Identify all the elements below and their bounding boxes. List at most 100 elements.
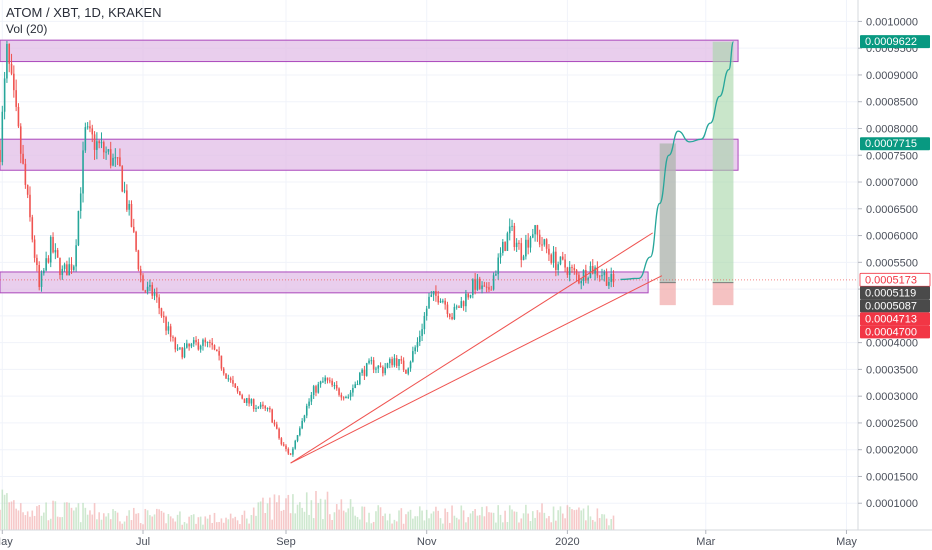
volume-bar [388, 513, 391, 530]
volume-bar [209, 514, 211, 530]
candle-body [425, 308, 428, 316]
projection-line[interactable] [620, 41, 735, 281]
volume-bar [587, 505, 589, 530]
volume-bar [499, 514, 502, 530]
candle-body [395, 358, 398, 366]
chart-legend: ATOM / XBT, 1D, KRAKEN Vol (20) [6, 4, 162, 37]
price-badge [860, 137, 930, 151]
volume-bar [229, 513, 232, 530]
candle-body [347, 396, 350, 398]
candle-body [541, 244, 543, 246]
candle-body [292, 448, 294, 455]
candle-body [421, 329, 423, 336]
volume-bar [559, 506, 562, 530]
volume-bar [245, 518, 248, 530]
position-target-2[interactable] [712, 41, 734, 283]
price-tick-label: 0.0002500 [866, 418, 918, 430]
symbol-label[interactable]: ATOM / XBT, 1D, KRAKEN [6, 5, 162, 20]
candle-body [128, 203, 130, 210]
volume-bar [315, 490, 317, 530]
zone-rect-3[interactable] [0, 271, 649, 294]
time-tick-label: Sep [276, 536, 296, 548]
volume-bar [190, 515, 193, 530]
volume-bar [335, 504, 338, 530]
volume-bar [589, 516, 592, 530]
volume-bar [15, 508, 17, 530]
volume-bar [601, 514, 603, 530]
trendlines[interactable] [0, 232, 858, 464]
price-tick-label: 0.0004000 [866, 338, 918, 350]
trendline-2[interactable] [290, 275, 663, 464]
candle-body [174, 337, 177, 350]
volume-bar [139, 523, 142, 530]
volume-bar [326, 491, 329, 530]
volume-bar [105, 516, 107, 530]
volume-bar [36, 506, 38, 530]
volume-bar [107, 513, 110, 530]
volume-bar [278, 495, 280, 530]
candle-body [89, 126, 91, 129]
candle-body [453, 306, 456, 320]
projection-path[interactable] [620, 41, 735, 281]
candle-body [451, 316, 453, 320]
candle-body [462, 301, 465, 307]
price-tick-label: 0.0003000 [866, 391, 918, 403]
position-stop-2[interactable] [712, 282, 734, 306]
volume-bar [308, 514, 310, 530]
volume-bar [405, 514, 407, 530]
candle-body [100, 142, 103, 144]
volume-bar [91, 514, 94, 530]
volume-bar [610, 519, 613, 530]
candle-body [236, 387, 239, 392]
candle-body [502, 241, 504, 253]
candle-body [610, 274, 613, 282]
candle-body [543, 239, 546, 245]
position-stop-1[interactable] [659, 282, 676, 306]
position-tools[interactable] [659, 41, 734, 306]
volume-bar [442, 523, 444, 530]
volume-bar [206, 518, 209, 530]
candle-body [564, 259, 566, 268]
candle-body [538, 234, 541, 245]
zone-rect-2[interactable] [0, 138, 739, 171]
candle-body [213, 345, 216, 350]
candle-body [287, 448, 290, 454]
volume-bar [255, 515, 257, 530]
candle-body [566, 267, 569, 275]
volume-bar [172, 518, 174, 530]
candle-body [275, 424, 278, 429]
zones[interactable] [0, 39, 739, 294]
volume-bar [462, 510, 465, 530]
candle-body [379, 365, 382, 367]
volume-bar [467, 517, 470, 530]
trendline-1[interactable] [290, 232, 653, 464]
volume-bar [79, 522, 82, 530]
volume-bar [149, 515, 151, 530]
volume-bar [333, 512, 336, 530]
candle-body [119, 157, 121, 167]
candle-body [266, 407, 269, 409]
candle-body [409, 361, 412, 369]
volume-bar [216, 522, 218, 530]
candle-body [418, 335, 421, 342]
candle-body [31, 217, 34, 240]
volume-bar [63, 502, 66, 530]
price-badge-label: 0.0007715 [865, 138, 917, 150]
position-target-1[interactable] [659, 143, 676, 283]
candle-body [165, 317, 167, 331]
candle-body [513, 225, 516, 248]
volume-bar [301, 507, 303, 530]
volume-indicator-label[interactable]: Vol (20) [6, 22, 48, 36]
volume-bar [17, 510, 20, 530]
time-tick-label: Nov [417, 536, 437, 548]
volume-bar [262, 497, 264, 530]
candle-body [603, 272, 606, 276]
zone-rect-1[interactable] [0, 39, 739, 63]
candle-body [227, 378, 230, 380]
volume-bar [70, 507, 73, 530]
volume-bar [114, 510, 117, 530]
volume-bar [398, 510, 400, 530]
candle-body [536, 225, 539, 235]
volume-bar [536, 510, 539, 530]
